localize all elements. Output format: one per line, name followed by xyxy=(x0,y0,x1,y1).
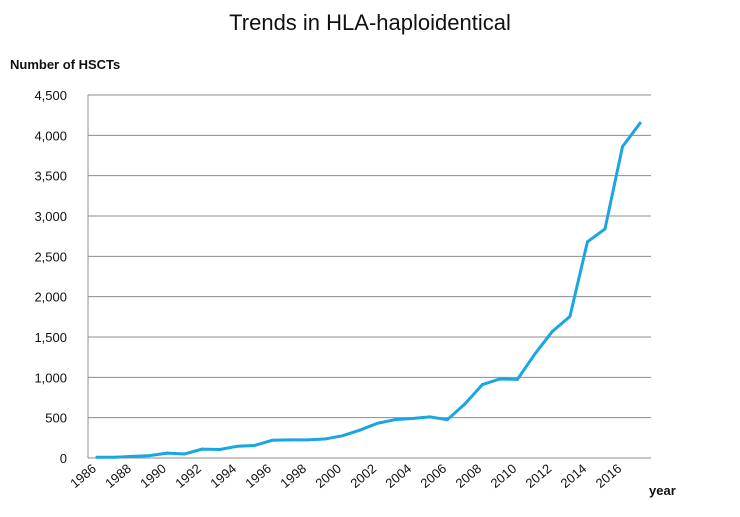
x-tick-label-8: 2002 xyxy=(347,461,379,491)
series-group xyxy=(95,121,642,459)
data-point-2016 xyxy=(620,145,624,149)
data-point-2009 xyxy=(498,377,502,381)
data-point-2012 xyxy=(550,329,554,333)
y-tick-label-3: 1,500 xyxy=(34,330,67,345)
y-tick-label-5: 2,500 xyxy=(34,249,67,264)
y-tick-label-9: 4,500 xyxy=(34,88,67,103)
data-point-1995 xyxy=(253,443,257,447)
data-point-2015 xyxy=(603,227,607,231)
data-point-1987 xyxy=(113,455,117,459)
series-line-0 xyxy=(95,121,642,459)
data-point-1993 xyxy=(218,448,222,452)
y-tick-label-6: 3,000 xyxy=(34,209,67,224)
x-tick-label-7: 2000 xyxy=(312,461,344,491)
x-tick-label-5: 1996 xyxy=(242,461,274,491)
y-tick-labels: 0 500 1,000 1,500 2,000 2,500 3,000 3,500 4,000 4… xyxy=(34,88,67,466)
y-tick-label-2: 1,000 xyxy=(34,370,67,385)
data-point-1989 xyxy=(148,454,152,458)
axes xyxy=(87,95,651,459)
x-tick-label-12: 2010 xyxy=(488,461,520,491)
data-point-1996 xyxy=(270,438,274,442)
y-tick-label-4: 2,000 xyxy=(34,290,67,305)
data-point-2011 xyxy=(533,352,537,356)
x-tick-label-2: 1990 xyxy=(137,461,169,491)
x-tick-label-10: 2006 xyxy=(417,461,449,491)
y-tick-label-8: 4,000 xyxy=(34,128,67,143)
data-point-2017 xyxy=(638,121,642,125)
x-tick-label-4: 1994 xyxy=(207,461,239,491)
data-point-2003 xyxy=(393,418,397,422)
data-point-2001 xyxy=(358,428,362,432)
data-point-2002 xyxy=(375,421,379,425)
data-point-2007 xyxy=(463,402,467,406)
y-tick-label-0: 0 xyxy=(60,451,67,466)
data-point-2013 xyxy=(568,314,572,318)
x-tick-label-3: 1992 xyxy=(172,461,204,491)
data-point-2010 xyxy=(515,377,519,381)
y-tick-label-1: 500 xyxy=(45,411,67,426)
x-tick-label-6: 1998 xyxy=(277,461,309,491)
data-point-2004 xyxy=(410,416,414,420)
grid-lines xyxy=(88,94,651,419)
x-tick-labels: 1986 1988 1990 1992 1994 1996 1998 2000 2002 2004… xyxy=(67,461,624,491)
x-tick-label-13: 2012 xyxy=(523,461,555,491)
data-point-1990 xyxy=(165,451,169,455)
x-tick-label-11: 2008 xyxy=(452,461,484,491)
y-axis-label: Number of HSCTs xyxy=(10,57,121,72)
data-point-2005 xyxy=(428,415,432,419)
data-point-2006 xyxy=(445,418,449,422)
chart-title: Trends in HLA-haploidentical xyxy=(229,10,511,35)
x-tick-label-9: 2004 xyxy=(382,461,414,491)
data-point-1992 xyxy=(200,447,204,451)
x-tick-label-1: 1988 xyxy=(102,461,134,491)
data-point-2014 xyxy=(585,240,589,244)
data-point-1986 xyxy=(95,455,99,459)
data-point-2000 xyxy=(340,434,344,438)
data-point-1991 xyxy=(183,452,187,456)
x-tick-label-14: 2014 xyxy=(558,461,590,491)
data-point-1999 xyxy=(323,437,327,441)
data-point-2008 xyxy=(480,383,484,387)
data-point-1994 xyxy=(235,444,239,448)
data-point-1998 xyxy=(305,438,309,442)
x-tick-label-0: 1986 xyxy=(67,461,99,491)
data-point-1997 xyxy=(288,438,292,442)
x-tick-label-15: 2016 xyxy=(593,461,625,491)
x-axis-label: year xyxy=(649,483,676,498)
y-tick-label-7: 3,500 xyxy=(34,169,67,184)
data-point-1988 xyxy=(130,454,134,458)
